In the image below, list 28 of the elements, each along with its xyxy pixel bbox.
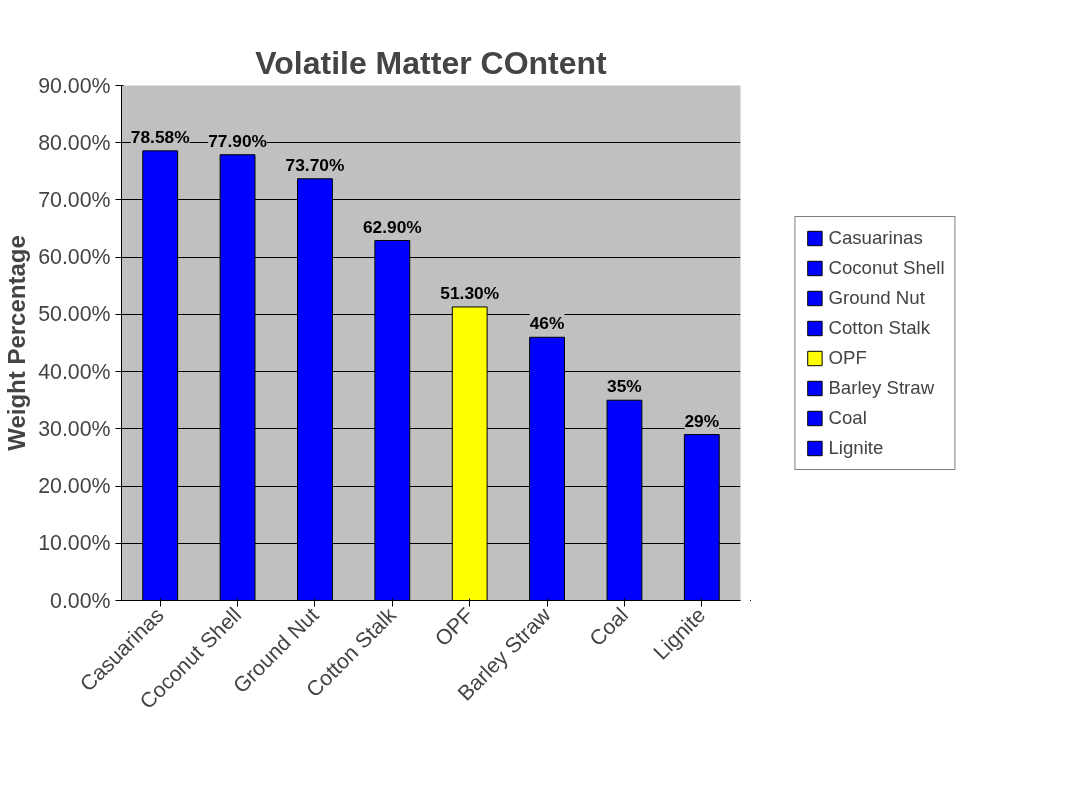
legend-label: Cotton Stalk (828, 316, 931, 339)
legend-label: Ground Nut (828, 286, 925, 309)
data-label: 29% (684, 410, 720, 431)
data-label: 73.70% (285, 154, 345, 175)
y-tick-label: 90.00% (38, 73, 111, 98)
data-label: 62.90% (362, 216, 422, 237)
y-tick-label: 20.00% (38, 474, 111, 499)
legend-label: Casuarinas (828, 226, 923, 249)
data-label: 35% (607, 376, 642, 397)
y-tick-label: 30.00% (38, 416, 111, 441)
y-axis-title: Weight Percentage (3, 235, 31, 451)
y-tick-label: 50.00% (38, 302, 111, 327)
data-label: 51.30% (440, 282, 500, 303)
y-tick-label: 80.00% (38, 130, 111, 155)
legend-label: Lignite (828, 436, 884, 459)
legend-label: Barley Straw (828, 376, 935, 399)
legend-label: OPF (828, 346, 867, 369)
chart-title: Volatile Matter COntent (255, 44, 608, 81)
legend-label: Coconut Shell (828, 256, 945, 279)
data-label: 78.58% (130, 126, 190, 147)
y-tick-label: 40.00% (38, 359, 111, 384)
legend-label: Coal (828, 406, 867, 429)
data-label: 77.90% (208, 130, 267, 151)
data-label: 46% (529, 313, 565, 334)
y-tick-label: 70.00% (38, 187, 111, 212)
y-tick-label: 0.00% (50, 588, 111, 613)
y-tick-label: 60.00% (38, 245, 111, 270)
y-tick-label: 10.00% (38, 531, 111, 556)
